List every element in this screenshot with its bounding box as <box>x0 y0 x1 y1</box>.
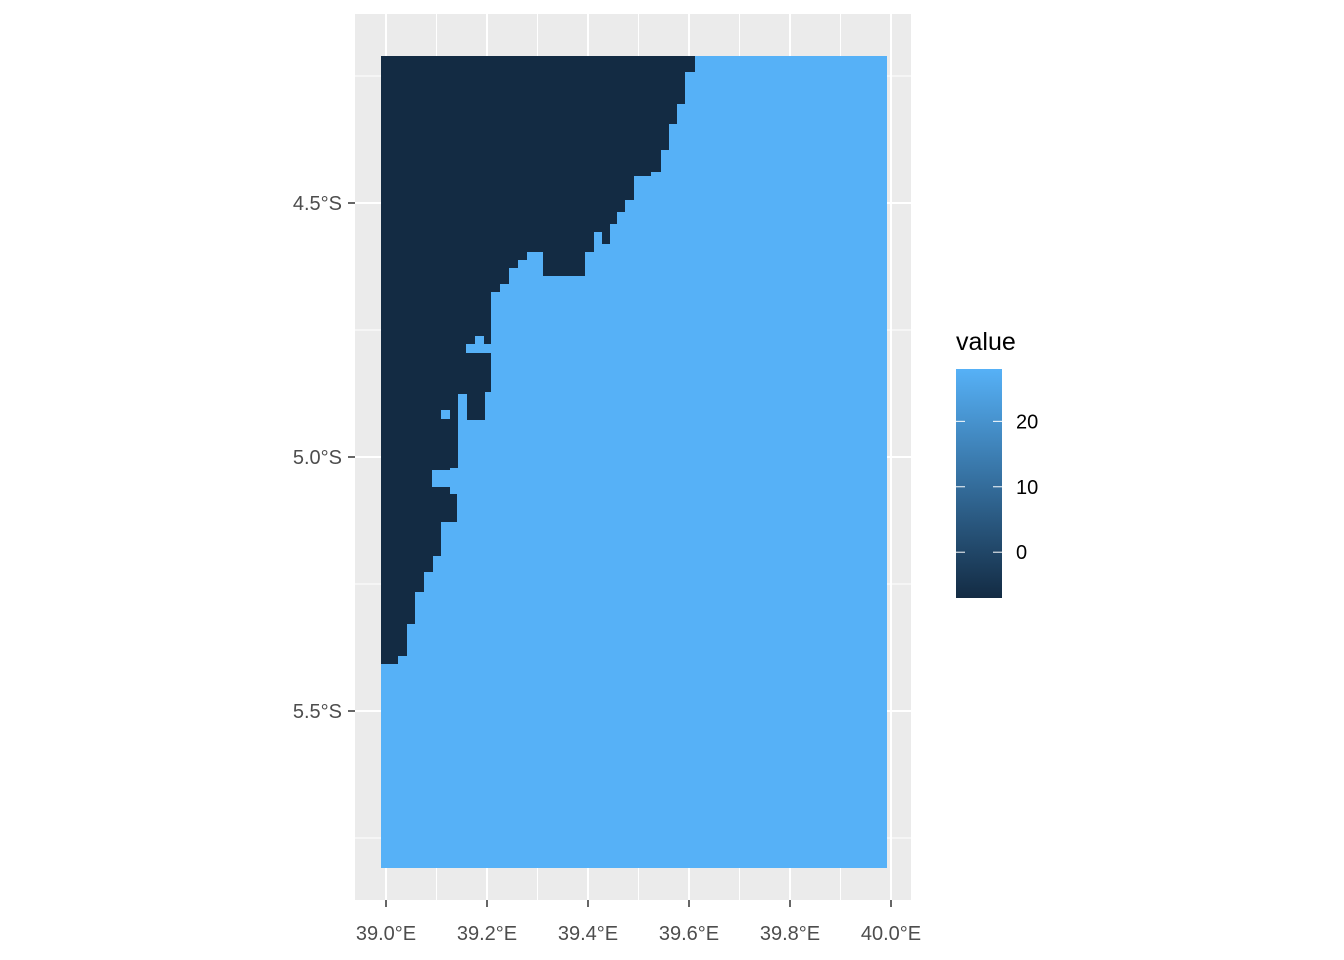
legend-colorbar <box>956 369 1002 598</box>
inland-water-pixel <box>441 410 450 419</box>
legend-tick-label: 10 <box>1016 477 1038 499</box>
legend-ticks: 20 10 0 <box>956 411 1038 564</box>
x-tick-label: 39.2°E <box>457 923 517 945</box>
y-tick-label: 4.5°S <box>293 193 342 215</box>
x-tick-label: 40.0°E <box>861 923 921 945</box>
x-tick-label: 39.6°E <box>659 923 719 945</box>
inland-water-pixel <box>466 344 491 353</box>
y-axis: 4.5°S 5.0°S 5.5°S <box>293 193 355 723</box>
y-tick-label: 5.5°S <box>293 701 342 723</box>
legend-tick-label: 0 <box>1016 542 1027 564</box>
inland-water-pixel <box>475 336 484 345</box>
x-tick-label: 39.8°E <box>760 923 820 945</box>
legend-tick-label: 20 <box>1016 411 1038 433</box>
x-tick-label: 39.0°E <box>356 923 416 945</box>
legend: value 20 10 0 <box>956 328 1038 598</box>
y-tick-label: 5.0°S <box>293 447 342 469</box>
legend-title: value <box>956 328 1016 356</box>
x-axis: 39.0°E 39.2°E 39.4°E 39.6°E 39.8°E 40.0°E <box>356 900 921 945</box>
inland-water-pixel <box>432 470 457 487</box>
land-raster <box>381 56 695 664</box>
raster-layer <box>381 56 887 868</box>
x-tick-label: 39.4°E <box>558 923 618 945</box>
inland-water-pixel <box>458 394 467 428</box>
